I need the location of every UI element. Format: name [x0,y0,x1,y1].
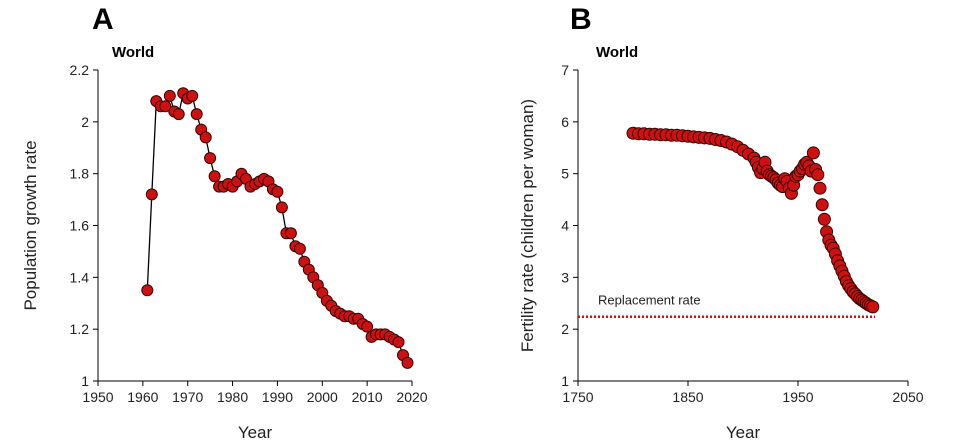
data-point [806,146,820,160]
y-tick-label: 1.2 [70,321,90,337]
data-point [159,100,172,113]
data-point [401,356,414,369]
data-point [392,336,405,349]
data-point [186,89,199,102]
data-point [208,170,221,183]
chart-title-a: World [112,44,155,61]
data-point [811,168,825,182]
data-point [271,185,284,198]
data-point [293,242,306,255]
data-point [190,108,203,121]
chart-title-b: World [596,44,639,61]
x-axis-label-b: Year [726,423,761,442]
data-point [817,212,831,226]
y-tick-label: 6 [561,114,569,130]
x-tick-label: 1990 [262,389,293,405]
x-axis-label-a: Year [238,423,273,442]
replacement-rate-label: Replacement rate [598,293,701,308]
y-tick-label: 1.4 [70,269,90,285]
y-tick-label: 2 [81,114,89,130]
data-point [284,227,297,240]
data-point [172,108,185,121]
x-tick-label: 1850 [672,389,703,405]
data-point [204,152,217,165]
data-point [815,198,829,212]
data-point [199,131,212,144]
y-tick-label: 1 [81,373,89,389]
x-tick-label: 2020 [396,389,427,405]
y-tick-label: 1.8 [70,166,90,182]
data-point [163,89,176,102]
y-tick-label: 1 [561,373,569,389]
panel-letter-b: B [570,3,592,36]
y-axis-label-a: Population growth rate [21,140,40,310]
y-tick-label: 4 [561,218,569,234]
data-point [866,300,880,314]
y-tick-label: 3 [561,269,569,285]
x-tick-label: 1980 [217,389,248,405]
x-tick-label: 1960 [127,389,158,405]
y-tick-label: 1.6 [70,218,90,234]
y-axis-label-b: Fertility rate (children per woman) [518,99,537,352]
data-point [813,181,827,195]
data-point [275,201,288,214]
x-tick-label: 2050 [892,389,923,405]
x-tick-label: 2000 [307,389,338,405]
x-tick-label: 1950 [82,389,113,405]
data-point [361,320,374,333]
data-point [141,284,154,297]
data-point [145,188,158,201]
y-tick-label: 2.2 [70,62,90,78]
y-tick-label: 5 [561,166,569,182]
x-tick-label: 1970 [172,389,203,405]
x-tick-label: 2010 [352,389,383,405]
panel-letter-a: A [92,3,114,36]
x-tick-label: 1750 [562,389,593,405]
y-tick-label: 2 [561,321,569,337]
y-tick-label: 7 [561,62,569,78]
x-tick-label: 1950 [782,389,813,405]
